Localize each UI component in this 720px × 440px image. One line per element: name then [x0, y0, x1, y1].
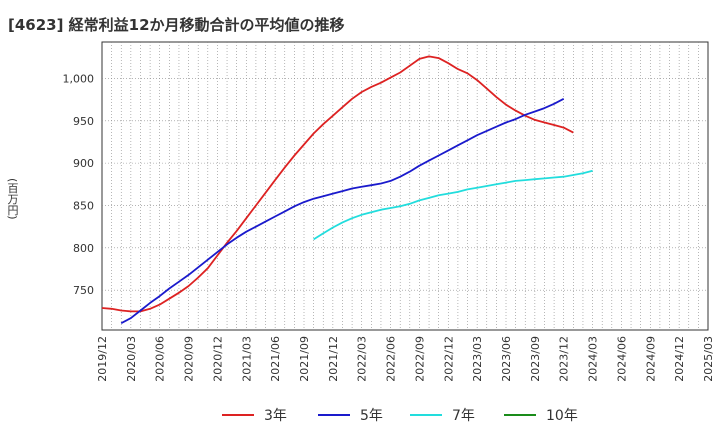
- x-tick-label: 2023/06: [500, 336, 513, 382]
- x-tick-label: 2021/06: [269, 336, 282, 382]
- x-tick-label: 2019/12: [96, 336, 109, 382]
- line-chart: 750 800 850 900 950 1,000 2019/12 2020/03 2020/0…: [63, 41, 715, 382]
- legend-swatch-10y: [504, 414, 536, 416]
- x-tick-label: 2024/06: [615, 336, 628, 382]
- y-tick-label: 950: [73, 115, 94, 128]
- x-tick-label: 2025/03: [702, 336, 715, 382]
- y-tick-label: 800: [73, 242, 94, 255]
- legend-label-3y: 3年: [264, 408, 287, 424]
- series-line-1: [120, 98, 565, 324]
- x-tick-label: 2020/09: [183, 336, 196, 382]
- x-tick-label: 2020/03: [125, 336, 138, 382]
- legend-label-10y: 10年: [546, 408, 578, 424]
- x-tick-label: 2024/12: [673, 336, 686, 382]
- x-tick-label: 2024/03: [587, 336, 600, 382]
- legend-item-3y: 3年: [222, 400, 287, 430]
- y-tick-label: 850: [73, 199, 94, 212]
- chart-title: [4623] 経常利益12か月移動合計の平均値の推移: [8, 16, 345, 34]
- y-tick-label: 1,000: [63, 72, 95, 85]
- y-tick-label: 900: [73, 157, 94, 170]
- x-tick-label: 2022/09: [413, 336, 426, 382]
- legend-item-10y: 10年: [504, 400, 578, 430]
- x-tick-label: 2022/03: [356, 336, 369, 382]
- x-tick-label: 2023/12: [558, 336, 571, 382]
- x-tick-label: 2024/09: [644, 336, 657, 382]
- plot-area: [101, 41, 709, 331]
- series-line-0: [101, 55, 574, 313]
- x-tick-label: 2023/03: [471, 336, 484, 382]
- x-tick-label: 2021/12: [327, 336, 340, 382]
- legend-item-5y: 5年: [318, 400, 383, 430]
- legend-label-7y: 7年: [452, 408, 475, 424]
- legend: 3年 5年 7年 10年: [0, 400, 720, 430]
- legend-item-7y: 7年: [410, 400, 475, 430]
- y-tick-label: 750: [73, 284, 94, 297]
- x-tick-label: 2020/12: [211, 336, 224, 382]
- legend-swatch-3y: [222, 414, 254, 416]
- x-tick-label: 2023/09: [529, 336, 542, 382]
- x-tick-label: 2020/06: [154, 336, 167, 382]
- legend-label-5y: 5年: [360, 408, 383, 424]
- x-tick-label: 2022/12: [442, 336, 455, 382]
- series-line-2: [313, 169, 593, 241]
- legend-swatch-7y: [410, 414, 442, 416]
- x-tick-label: 2021/09: [298, 336, 311, 382]
- legend-swatch-5y: [318, 414, 350, 416]
- x-tick-label: 2021/03: [240, 336, 253, 382]
- y-axis-label: (百万円): [6, 178, 19, 220]
- x-tick-label: 2022/06: [385, 336, 398, 382]
